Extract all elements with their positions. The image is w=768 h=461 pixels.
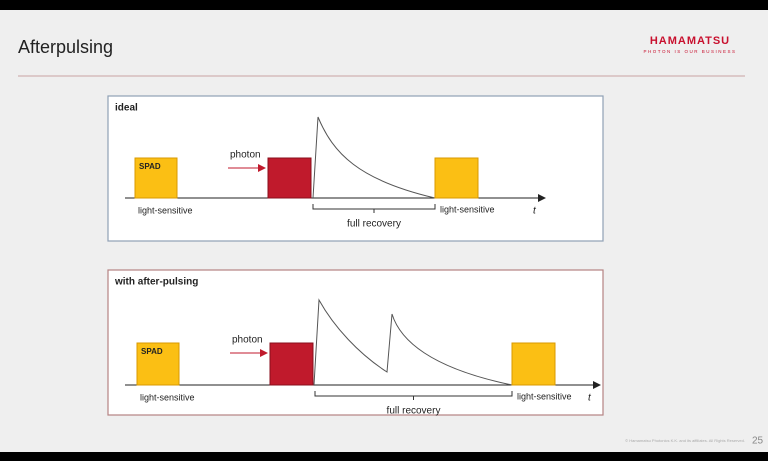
panel-title: ideal (115, 103, 138, 114)
photon-box (269, 342, 314, 386)
right-label: light-sensitive (517, 391, 572, 401)
axis-label: t (533, 206, 537, 217)
sensitive-box (511, 342, 556, 386)
left-label: light-sensitive (138, 205, 193, 215)
logo: HAMAMATSU (650, 35, 730, 47)
sensitive-box (434, 157, 479, 199)
spad-box (136, 342, 180, 386)
spad-box (134, 157, 178, 199)
recovery-bracket (314, 391, 513, 400)
page-number: 25 (752, 436, 764, 447)
copyright: © Hamamatsu Photonics K.K. and its affil… (625, 438, 745, 443)
panels: ideal SPAD photon light-sensitive light-sens… (107, 95, 604, 417)
slide-title: Afterpulsing (18, 37, 113, 57)
spad-label: SPAD (139, 162, 161, 171)
pulse-curve (313, 298, 513, 386)
left-label: light-sensitive (140, 392, 195, 402)
recovery-label: full recovery (347, 219, 401, 230)
photon-label: photon (232, 335, 263, 346)
spad-label: SPAD (141, 347, 163, 356)
right-label: light-sensitive (440, 204, 495, 214)
logo-tagline: PHOTON IS OUR BUSINESS (644, 49, 737, 54)
pulse-curve (312, 116, 436, 199)
photon-box (267, 157, 312, 199)
panel-title: with after-pulsing (114, 277, 198, 288)
recovery-label: full recovery (387, 406, 441, 417)
recovery-bracket (312, 204, 436, 213)
axis-label: t (588, 393, 592, 404)
photon-label: photon (230, 150, 261, 161)
panel (107, 95, 604, 242)
